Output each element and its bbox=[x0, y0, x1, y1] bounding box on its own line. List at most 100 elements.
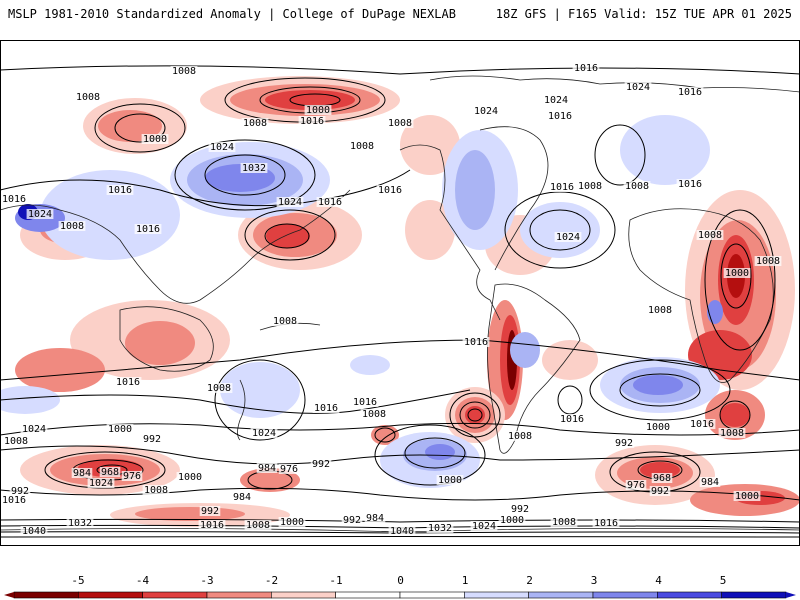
anomaly-contour bbox=[125, 321, 195, 365]
colorbar-tick-label: -3 bbox=[200, 574, 213, 587]
isobar-label: 1008 bbox=[362, 409, 386, 420]
colorbar-box bbox=[657, 591, 722, 599]
isobar-line bbox=[0, 169, 411, 207]
isobar-label-bg bbox=[250, 428, 278, 438]
isobar-label: 1016 bbox=[108, 185, 132, 196]
isobar-label: 1016 bbox=[2, 194, 26, 205]
isobar-label: 984 bbox=[366, 513, 384, 524]
anomaly-contour bbox=[620, 115, 710, 185]
colorbar-tick-labels: -5 -4 -3 -2 -1 0 1 2 3 4 5 bbox=[71, 574, 726, 587]
isobar-label: 1024 bbox=[28, 209, 52, 220]
isobar-label: 1016 bbox=[200, 520, 224, 531]
isobar-line bbox=[244, 209, 336, 261]
colorbar-tick-label: 0 bbox=[397, 574, 404, 587]
isobar-line bbox=[467, 408, 483, 422]
anomaly-contour bbox=[542, 340, 598, 380]
isobar-label-bg bbox=[142, 485, 170, 495]
isobar-label-bg bbox=[472, 106, 500, 116]
isobar-label-bg bbox=[106, 185, 134, 195]
isobar-label-bg bbox=[312, 403, 340, 413]
anomaly-contour bbox=[520, 202, 600, 258]
isobar-label: 1000 bbox=[735, 491, 759, 502]
isobar-label-bg bbox=[271, 316, 299, 326]
isobar-label-bg bbox=[348, 141, 376, 151]
isobar-label-bg bbox=[241, 118, 269, 128]
isobar-label: 1000 bbox=[725, 268, 749, 279]
isobar-label-bg bbox=[276, 197, 304, 207]
south-america-coast bbox=[487, 283, 581, 454]
colorbar-tick-label: 4 bbox=[655, 574, 662, 587]
isobar-label-bg bbox=[74, 92, 102, 102]
colorbar-tick-label: 2 bbox=[526, 574, 533, 587]
isobar-label-bg bbox=[351, 397, 379, 407]
isobar-line bbox=[174, 139, 316, 211]
isobar-label-bg bbox=[106, 424, 134, 434]
colorbar-tick-label: 5 bbox=[720, 574, 727, 587]
isobar-label-bg bbox=[360, 409, 388, 419]
isobar-label: 1008 bbox=[243, 118, 267, 129]
isobar-line bbox=[114, 113, 166, 143]
anomaly-contour bbox=[0, 386, 60, 414]
isobar-label-bg bbox=[9, 486, 31, 496]
isobar-label: 1016 bbox=[678, 87, 702, 98]
isobar-label: 1008 bbox=[720, 428, 744, 439]
isobar-label: 1024 bbox=[252, 428, 276, 439]
isobar-line bbox=[619, 373, 701, 407]
anomaly-contour bbox=[220, 362, 300, 418]
isobar-label: 992 bbox=[651, 486, 669, 497]
isobar-label-bg bbox=[754, 256, 782, 266]
isobar-line bbox=[264, 223, 310, 249]
colorbar-tick-label: -5 bbox=[71, 574, 84, 587]
isobar-label: 1008 bbox=[350, 141, 374, 152]
isobar-label-bg bbox=[176, 472, 204, 482]
isobar-line bbox=[214, 359, 306, 441]
isobar-label-bg bbox=[386, 118, 414, 128]
asia-coast bbox=[0, 189, 351, 304]
isobar-label-bg bbox=[170, 66, 198, 76]
isobar-label: 968 bbox=[653, 473, 671, 484]
isobar-label-bg bbox=[26, 209, 54, 219]
anomaly-contour bbox=[510, 332, 540, 368]
isobar-label: 1016 bbox=[548, 111, 572, 122]
anomaly-contour bbox=[15, 348, 105, 392]
isobar-label-bg bbox=[509, 504, 531, 514]
isobar-label-bg bbox=[20, 526, 48, 536]
isobar-label-bg bbox=[278, 517, 306, 527]
isobar-label-bg bbox=[558, 414, 586, 424]
isobar-label: 1000 bbox=[438, 475, 462, 486]
negative-anomaly-shading bbox=[15, 76, 800, 527]
isobar-label-bg bbox=[99, 467, 121, 477]
isobar-line bbox=[374, 427, 396, 443]
isobar-label-bg bbox=[134, 224, 162, 234]
isobar-label-bg bbox=[623, 181, 651, 191]
isobar-label: 1008 bbox=[698, 230, 722, 241]
isobar-label-bg bbox=[718, 428, 746, 438]
isobar-label-bg bbox=[298, 116, 326, 126]
isobar-label: 992 bbox=[201, 506, 219, 517]
colorbar-box bbox=[271, 591, 336, 599]
isobar-label-bg bbox=[550, 517, 578, 527]
isobar-label-bg bbox=[546, 111, 574, 121]
north-america-coast bbox=[399, 144, 501, 321]
isobar-line bbox=[94, 103, 186, 153]
anomaly-colorbar: -5 -4 -3 -2 -1 0 1 2 3 4 5 bbox=[4, 574, 796, 599]
isobar-label-bg bbox=[199, 506, 221, 516]
isobar-label-bg bbox=[244, 520, 272, 530]
map-title: MSLP 1981-2010 Standardized Anomaly | Co… bbox=[8, 7, 456, 21]
colorbar-box bbox=[142, 591, 208, 599]
isobar-label: 1024 bbox=[210, 142, 234, 153]
isobar-label: 1000 bbox=[306, 105, 330, 116]
isobar-label: 1008 bbox=[76, 92, 100, 103]
colorbar-tick-label: -1 bbox=[329, 574, 342, 587]
isobar-label: 1008 bbox=[578, 181, 602, 192]
isobar-label: 1000 bbox=[646, 422, 670, 433]
isobar-label-bg bbox=[2, 436, 30, 446]
isobar-label: 1008 bbox=[388, 118, 412, 129]
isobar-label: 984 bbox=[701, 477, 719, 488]
isobar-label-bg bbox=[58, 221, 86, 231]
isobar-label-bg bbox=[676, 87, 704, 97]
isobar-label: 1016 bbox=[318, 197, 342, 208]
isobar-label-bg bbox=[554, 232, 582, 242]
isobar-label-bg bbox=[644, 422, 672, 432]
